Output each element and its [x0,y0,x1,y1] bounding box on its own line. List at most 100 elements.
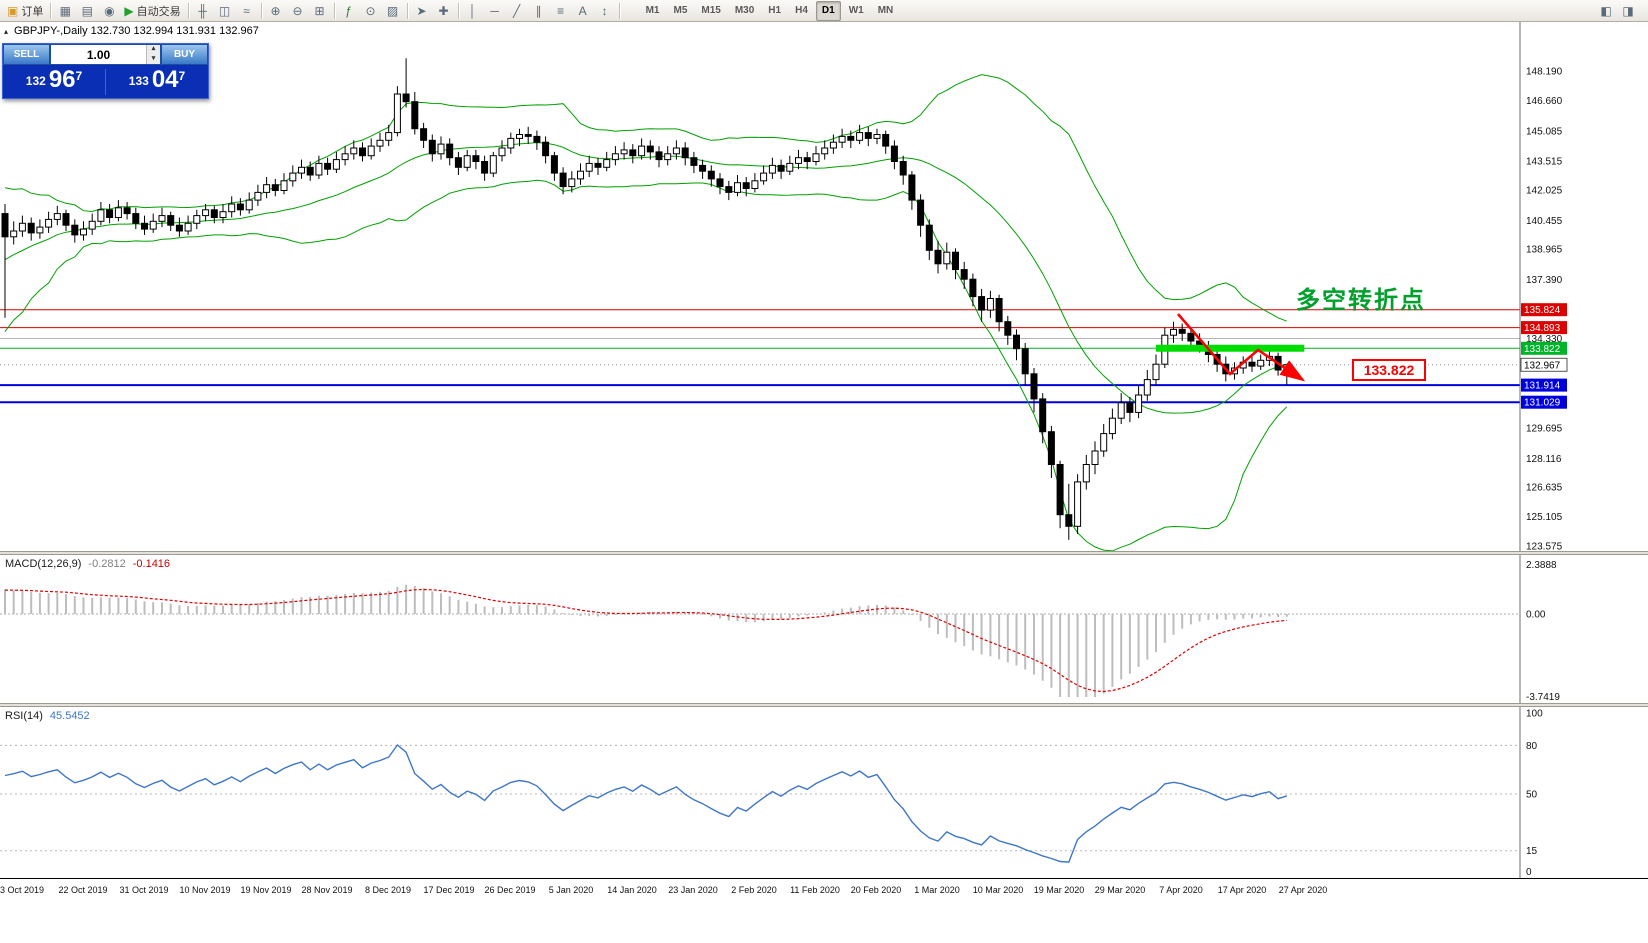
price-axis-label: 142.025 [1526,186,1563,197]
panel-splitter[interactable] [0,551,1648,555]
volume-up-button[interactable]: ▴ [147,45,160,55]
macd-main-value: -0.2812 [88,558,126,570]
macd-histogram [4,584,1288,697]
timeframe-w1-button[interactable]: W1 [848,5,864,16]
channel-icon[interactable]: ∥ [528,2,550,20]
full-screen-icon[interactable]: ◉ [98,2,120,20]
periods-icon[interactable]: ⊙ [360,2,382,20]
one-click-trading-panel: SELL 1.00 ▴ ▾ BUY 132 96 7 133 04 7 [2,43,209,99]
indicators-icon: ƒ [345,3,352,18]
timeframe-m1-button[interactable]: M1 [645,5,660,16]
date-axis-label: 27 Apr 2020 [1278,885,1328,895]
bar-chart-icon: ╫ [198,3,207,18]
date-axis-label: 20 Feb 2020 [850,885,902,895]
rsi-axis-label: 50 [1526,790,1538,801]
new-order-button-label: 订单 [21,5,44,18]
volume-input[interactable]: 1.00 ▴ ▾ [50,44,161,65]
price-tag: 131.914 [1524,381,1561,392]
bollinger-lo-band [4,179,1288,551]
turning-point-annotation: 多空转折点 [1296,287,1426,314]
timeframe-m15-button[interactable]: M15 [701,5,721,16]
price-tag: 131.029 [1524,398,1561,409]
date-axis-label: 10 Nov 2019 [179,885,231,895]
rsi-panel[interactable]: 100 80 50 15 0 [0,707,1648,878]
zoom-in-icon[interactable]: ⊕ [265,2,287,20]
rsi-name: RSI(14) [5,710,43,722]
trendline-icon[interactable]: ╱ [506,2,528,20]
toolbar-separator [187,2,189,19]
buy-price-sup: 7 [178,69,186,83]
timeframe-mn-button[interactable]: MN [877,5,894,16]
date-axis-label: 28 Nov 2019 [301,885,353,895]
toolbar-separator [50,2,52,19]
price-axis-label: 140.455 [1526,216,1563,227]
buy-price[interactable]: 133 04 7 [106,68,208,94]
timeframe-h4-button[interactable]: H4 [795,5,808,16]
timeframe-m5-button[interactable]: M5 [673,5,688,16]
date-axis-label: 23 Jan 2020 [668,885,718,895]
autotrading-button[interactable]: ▶ 自动交易 [120,2,184,20]
profiles-icon[interactable]: ▤ [76,2,98,20]
chart-autoscroll-icon[interactable]: ◨ [1622,3,1634,18]
price-axis-label: 143.515 [1526,157,1563,168]
date-axis-label: 26 Dec 2019 [484,885,536,895]
arrows-icon[interactable]: ↕ [594,2,616,20]
price-axis-label: 145.085 [1526,126,1563,137]
price-tag: 132.967 [1524,360,1561,371]
cursor-icon[interactable]: ➤ [411,2,433,20]
time-axis[interactable]: 3 Oct 2019 22 Oct 2019 31 Oct 2019 10 Nov 2… [0,878,1648,943]
toolbar-separator [406,2,408,19]
bollinger-mid-band [4,142,1287,414]
one-click-collapse-arrow[interactable]: ▴ [4,26,9,36]
trend-arrow-annotation[interactable] [1177,313,1306,382]
panel-splitter[interactable] [0,703,1648,707]
date-axis-label: 3 Oct 2019 [0,885,45,895]
volume-down-button[interactable]: ▾ [147,54,160,64]
chart-title-text: GBPJPY-,Daily 132.730 132.994 131.931 13… [14,25,259,37]
vertical-line-icon[interactable]: │ [462,2,484,20]
price-chart[interactable]: 148.190 146.660 145.085 143.515 142.025 140.4… [0,22,1648,551]
horizontal-line-icon[interactable]: ─ [484,2,506,20]
price-tag: 135.824 [1524,305,1561,316]
price-axis[interactable]: 148.190 146.660 145.085 143.515 142.025 140.4… [1519,22,1568,551]
price-axis-label: 125.105 [1526,512,1563,523]
toolbar-separator [333,2,335,19]
price-axis-label: 138.965 [1526,245,1563,256]
zoom-in-icon: ⊕ [270,3,281,18]
templates-icon[interactable]: ▨ [382,2,404,20]
sell-price-sup: 7 [75,69,83,83]
candlestick-chart-icon[interactable]: ◫ [214,2,236,20]
date-axis-label: 22 Oct 2019 [58,885,108,895]
line-chart-icon[interactable]: ≈ [236,2,258,20]
sell-button[interactable]: SELL [3,44,50,65]
timeframe-m30-button[interactable]: M30 [734,5,755,16]
sell-price-main: 96 [48,66,76,93]
trendline-icon: ╱ [512,3,521,18]
macd-panel[interactable]: 2.3888 0.00 -3.7419 [0,555,1648,703]
vertical-line-icon: │ [468,3,477,18]
zoom-out-icon[interactable]: ⊖ [287,2,309,20]
date-axis-label: 8 Dec 2019 [364,885,412,895]
text-icon[interactable]: A [572,2,594,20]
timeframe-h1-button[interactable]: H1 [768,5,782,16]
fibonacci-icon[interactable]: ≡ [550,2,572,20]
zoom-out-icon: ⊖ [292,3,303,18]
date-axis-label: 11 Feb 2020 [790,885,840,895]
macd-label: MACD(12,26,9) -0.2812 -0.1416 [5,558,170,570]
crosshair-icon[interactable]: ✚ [433,2,455,20]
chart-shift-icon[interactable]: ◧ [1600,3,1612,18]
buy-button[interactable]: BUY [161,44,208,65]
candlestick-chart-icon: ◫ [218,3,231,18]
sell-price[interactable]: 132 96 7 [3,66,105,94]
cursor-icon: ➤ [416,3,427,18]
timeframe-d1-button[interactable]: D1 [815,0,841,21]
tile-windows-icon[interactable]: ⊞ [309,2,331,20]
new-order-button[interactable]: ▣ 订单 [3,2,47,20]
rsi-label: RSI(14) 45.5452 [5,710,90,722]
charts-window-icon[interactable]: ▦ [54,2,76,20]
bar-chart-icon[interactable]: ╫ [192,2,214,20]
indicators-icon[interactable]: ƒ [338,2,360,20]
price-axis-label: 123.575 [1526,542,1563,551]
date-axis-label: 5 Jan 2020 [548,885,594,895]
